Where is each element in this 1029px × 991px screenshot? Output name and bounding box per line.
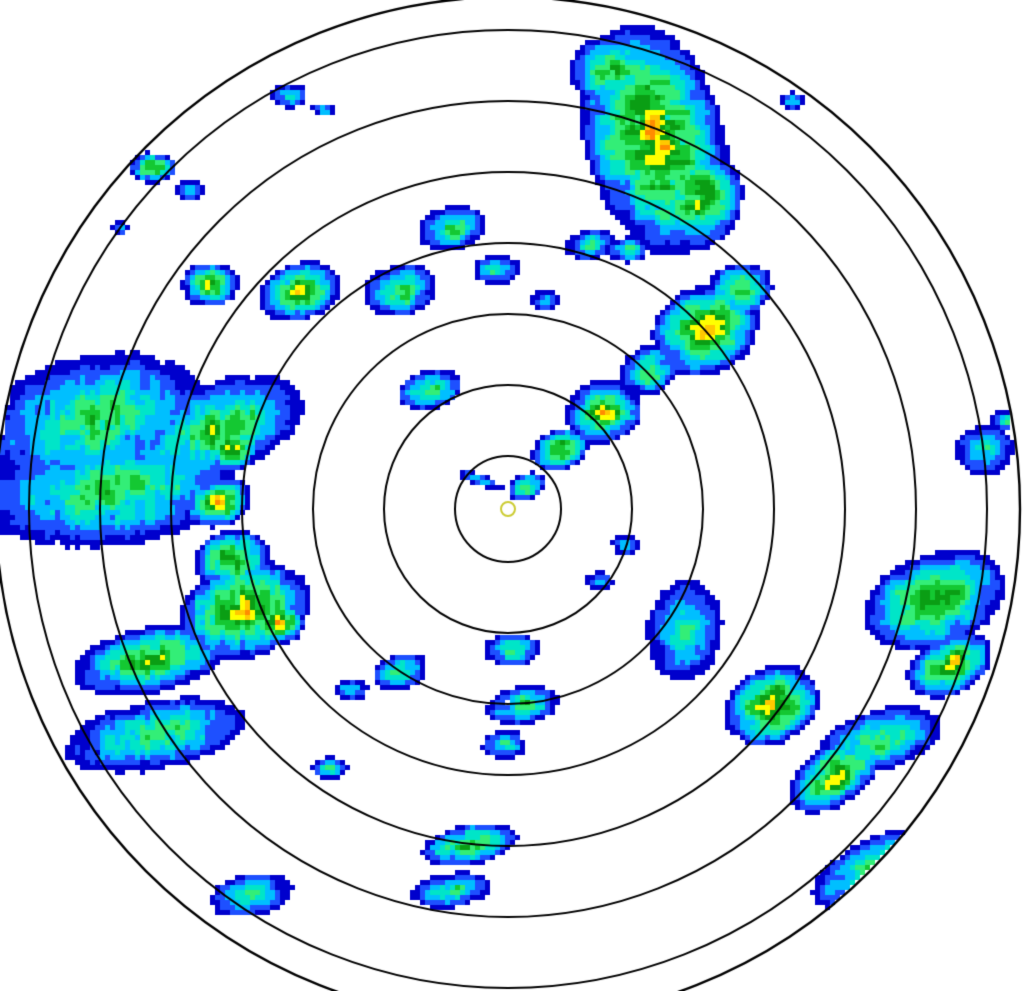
radar-display: Weather Radar PPI Display Base Reflectiv… bbox=[0, 0, 1029, 991]
range-ring-overlay bbox=[0, 0, 1029, 991]
